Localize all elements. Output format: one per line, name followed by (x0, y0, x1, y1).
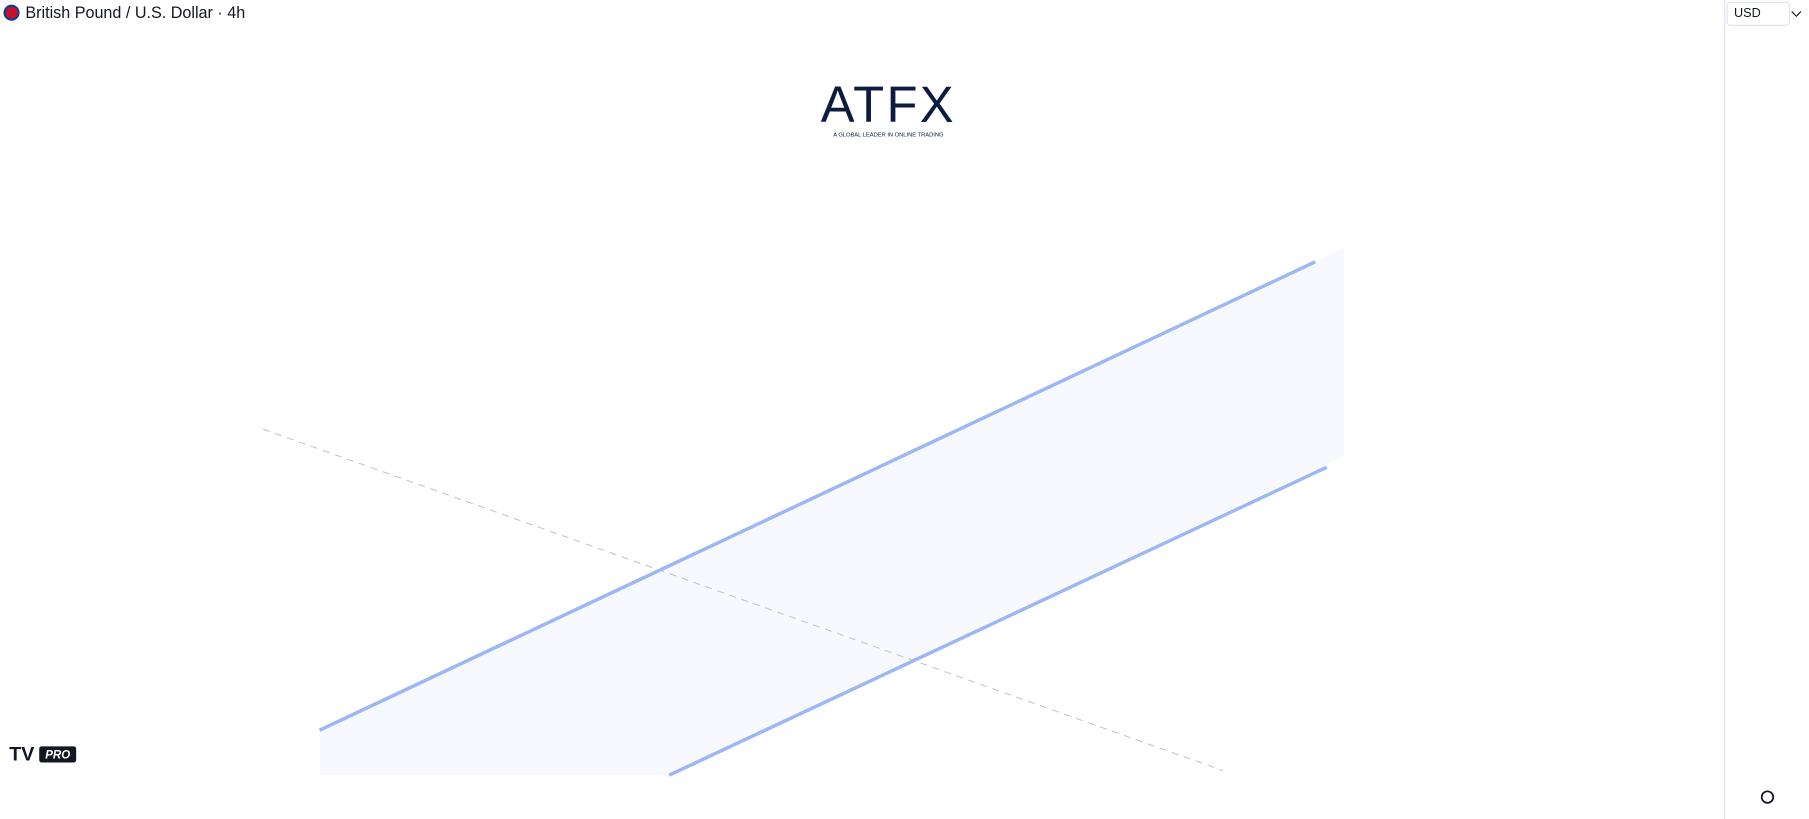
logo-name: ATFX (821, 76, 956, 133)
channel-fill (319, 248, 1345, 776)
settings-icon[interactable] (1760, 790, 1775, 804)
logo-tagline: A GLOBAL LEADER IN ONLINE TRADING (833, 132, 944, 138)
symbol-title: British Pound / U.S. Dollar · 4h (25, 4, 245, 22)
currency-button[interactable] (1726, 1, 1790, 26)
badge: PRO (45, 750, 70, 762)
flag-icon (3, 4, 20, 21)
channel-upper (318, 260, 1316, 732)
badge-bg (39, 746, 77, 763)
trend-line (262, 428, 1224, 772)
currency[interactable]: USD (1734, 6, 1761, 20)
currency-caret[interactable] (1791, 11, 1802, 17)
channel-lower (668, 465, 1328, 777)
tv-logo: TV (9, 744, 34, 766)
